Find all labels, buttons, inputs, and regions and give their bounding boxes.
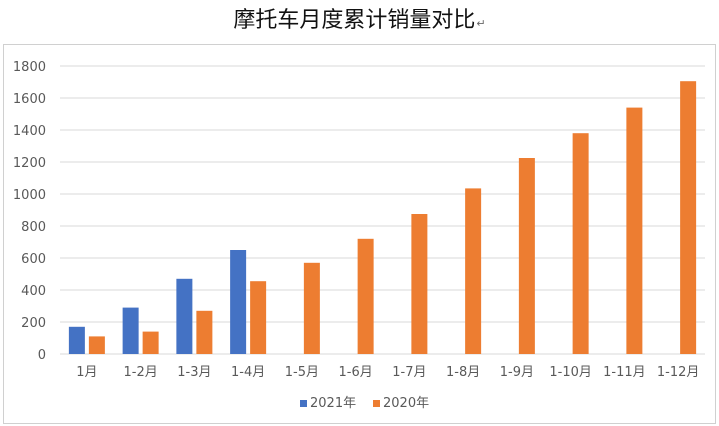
y-tick-label: 200 — [21, 316, 46, 331]
x-tick-label: 1-10月 — [549, 365, 592, 380]
bar-2021年 — [176, 278, 193, 354]
bar-2020年 — [303, 262, 320, 354]
chart-title: 摩托车月度累计销量对比↵ — [0, 2, 719, 40]
bar-2021年 — [230, 250, 247, 354]
y-tick-label: 400 — [21, 284, 46, 299]
bar-2020年 — [88, 336, 105, 354]
y-tick-label: 1600 — [13, 92, 46, 107]
x-tick-label: 1-8月 — [446, 365, 480, 380]
bar-2021年 — [122, 307, 139, 354]
y-tick-label: 1000 — [13, 188, 46, 203]
x-tick-label: 1-5月 — [285, 365, 319, 380]
bar-2020年 — [626, 107, 643, 354]
bar-2020年 — [196, 310, 213, 354]
bar-2020年 — [357, 238, 374, 354]
bar-2020年 — [518, 158, 535, 354]
bar-2020年 — [465, 188, 482, 354]
legend-label: 2020年 — [383, 396, 429, 411]
bar-2020年 — [411, 214, 428, 354]
legend-swatch-2020年 — [373, 400, 380, 407]
y-tick-label: 1200 — [13, 156, 46, 171]
y-tick-label: 800 — [21, 220, 46, 235]
x-tick-label: 1-11月 — [603, 365, 646, 380]
y-tick-label: 1800 — [13, 60, 46, 75]
x-tick-label: 1-3月 — [177, 365, 211, 380]
bar-2021年 — [68, 326, 85, 354]
y-tick-label: 1400 — [13, 124, 46, 139]
y-tick-label: 600 — [21, 252, 46, 267]
chart-title-text: 摩托车月度累计销量对比 — [233, 8, 476, 33]
x-tick-label: 1-2月 — [124, 365, 158, 380]
legend-swatch-2021年 — [300, 400, 307, 407]
bar-2020年 — [572, 133, 589, 354]
legend-label: 2021年 — [310, 396, 356, 411]
bar-2020年 — [680, 81, 697, 354]
x-tick-label: 1-6月 — [339, 365, 373, 380]
bar-2020年 — [142, 331, 159, 354]
x-tick-label: 1-4月 — [231, 365, 265, 380]
x-tick-label: 1-9月 — [500, 365, 534, 380]
return-mark-icon: ↵ — [476, 17, 486, 30]
x-tick-label: 1-12月 — [657, 365, 700, 380]
chart-frame — [3, 44, 716, 424]
bar-2020年 — [250, 281, 267, 354]
y-tick-label: 0 — [38, 348, 46, 363]
x-tick-label: 1-7月 — [392, 365, 426, 380]
x-tick-label: 1月 — [76, 365, 97, 380]
